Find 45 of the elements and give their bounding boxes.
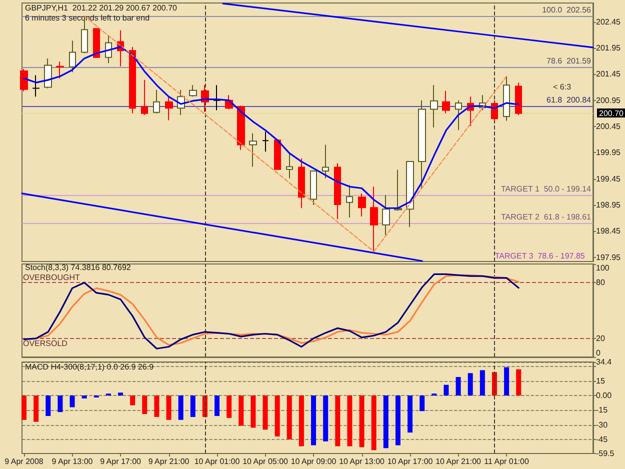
x-tick-label: 9 Apr 17:00	[100, 457, 142, 466]
x-tick-label: 11 Apr 01:00	[484, 457, 530, 466]
y-tick-label: 198.45	[596, 226, 622, 236]
ref-line-label: TARGET 1 50.0 - 199.14	[501, 184, 592, 194]
ref-line-label: 100.0 202.56	[542, 6, 592, 15]
ref-line-label: OVERSOLD	[23, 338, 68, 348]
x-tick-label: 9 Apr 13:00	[52, 457, 94, 466]
annotation: TARGET 3 78.6 - 197.85	[494, 252, 586, 260]
y-tick-label: -59.5	[596, 449, 615, 458]
text: 200.70	[599, 109, 624, 118]
chart-title: GBPJPY,H1 201.22 201.29 200.67 200.70	[25, 4, 178, 12]
y-tick-label: 198.95	[596, 200, 622, 210]
x-tick-label: 9 Apr 2008	[4, 457, 44, 466]
x-tick-label: 10 Apr 09:00	[290, 457, 337, 466]
x-tick-label: 10 Apr 17:00	[387, 457, 434, 466]
ref-line-label: 78.6 201.59	[546, 56, 592, 66]
y-tick-label: 15	[596, 376, 606, 386]
y-tick-label: 199.45	[596, 174, 622, 184]
y-tick-label: -15	[596, 406, 608, 415]
y-tick-label: 201.95	[596, 44, 622, 52]
y-tick-label: 200.45	[596, 122, 622, 131]
y-tick-label: 197.95	[596, 252, 622, 262]
annotation: < 6:3	[553, 82, 572, 92]
y-tick-label: 34.4	[596, 358, 612, 366]
ref-line-label: OVERBOUGHT	[23, 273, 80, 282]
y-tick-label: 0	[596, 348, 601, 358]
y-tick-label: -45	[596, 434, 608, 444]
y-tick-label: 100	[596, 264, 610, 272]
y-tick-label: 202.45	[596, 17, 622, 26]
y-tick-label: 0.00	[596, 391, 612, 400]
y-tick-label: -30	[596, 420, 608, 430]
y-tick-label: 80	[596, 278, 606, 288]
y-tick-label: 200.95	[596, 96, 622, 105]
y-tick-label: 201.45	[596, 70, 622, 79]
x-tick-label: 10 Apr 05:00	[242, 457, 289, 466]
chart-title: MACD H4-300(8,17,1) 0.0 26.9 26.9	[25, 362, 154, 372]
x-tick-label: 10 Apr 13:00	[339, 457, 386, 466]
x-tick-label: 10 Apr 01:00	[194, 457, 240, 466]
y-tick-label: 20	[596, 334, 606, 343]
chart-title: Stoch(8,3,3) 74.3816 80.7692	[25, 263, 132, 272]
ref-line-label: 61.8 200.84	[546, 96, 592, 105]
x-tick-label: 9 Apr 21:00	[148, 457, 190, 466]
x-tick-label: 10 Apr 21:00	[436, 457, 482, 466]
y-tick-label: 199.95	[596, 148, 622, 158]
ref-line-label: TARGET 2 61.8 - 198.61	[501, 212, 592, 222]
